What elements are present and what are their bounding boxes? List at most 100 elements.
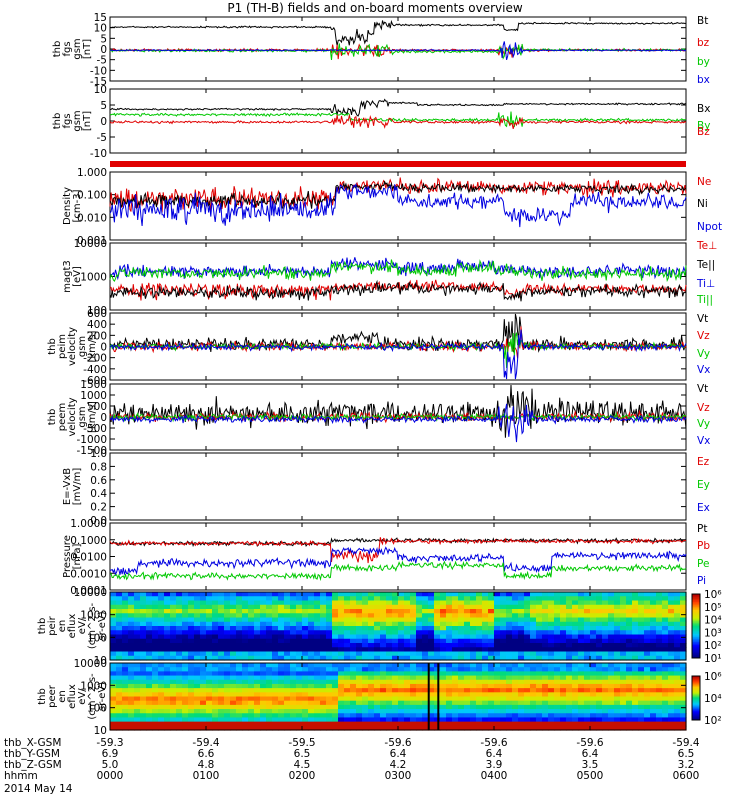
spectrogram-cell <box>494 604 501 610</box>
spectrogram-cell <box>128 717 135 723</box>
spectrogram-cell <box>506 643 513 648</box>
spectrogram-cell <box>218 592 225 597</box>
spectrogram-cell <box>350 638 357 644</box>
spectrogram-cell <box>314 671 321 677</box>
spectrogram-cell <box>218 667 225 672</box>
spectrogram-cell <box>644 704 651 710</box>
spectrogram-cell <box>386 592 393 597</box>
spectrogram-cell <box>458 704 465 710</box>
spectrogram-cell <box>518 688 525 693</box>
spectrogram-cell <box>296 643 303 648</box>
spectrogram-cell <box>206 604 213 610</box>
spectrogram-cell <box>560 692 567 698</box>
spectrogram-cell <box>422 596 429 602</box>
ytick-label: 0.4 <box>90 488 107 500</box>
spectrogram-cell <box>626 721 633 727</box>
spectrogram-cell <box>278 592 285 597</box>
colorbar-cell <box>692 704 700 707</box>
spectrogram-cell <box>152 675 159 681</box>
spectrogram-cell <box>188 630 195 636</box>
spectrogram-cell <box>446 725 453 731</box>
spectrogram-cell <box>110 626 117 631</box>
spectrogram-cell <box>620 713 627 719</box>
spectrogram-cell <box>632 713 639 719</box>
spectrogram-cell <box>572 621 579 627</box>
spectrogram-cell <box>416 626 423 631</box>
spectrogram-cell <box>410 643 417 648</box>
spectrogram-cell <box>392 675 399 681</box>
spectrogram-cell <box>470 638 477 644</box>
spectrogram-cell <box>500 621 507 627</box>
spectrogram-cell <box>170 617 177 623</box>
spectrogram-cell <box>260 617 267 623</box>
spectrogram-cell <box>182 663 189 668</box>
spectrogram-cell <box>488 696 495 702</box>
spectrogram-cell <box>452 725 459 731</box>
spectrogram-cell <box>278 700 285 706</box>
spectrogram-cell <box>116 725 123 731</box>
spectrogram-cell <box>620 600 627 606</box>
spectrogram-cell <box>494 663 501 668</box>
spectrogram-cell <box>386 700 393 706</box>
spectrogram-cell <box>680 643 687 648</box>
spectrogram-cell <box>386 655 393 661</box>
spectrogram-cell <box>338 638 345 644</box>
spectrogram-cell <box>338 596 345 602</box>
spectrogram-cell <box>170 683 177 689</box>
spectrogram-cell <box>338 617 345 623</box>
spectrogram-cell <box>188 613 195 619</box>
spectrogram-cell <box>386 600 393 606</box>
ylabel-line: eV/ <box>77 688 88 705</box>
spectrogram-cell <box>452 692 459 698</box>
spectrogram-cell <box>356 717 363 723</box>
spectrogram-cell <box>272 696 279 702</box>
spectrogram-cell <box>176 667 183 672</box>
spectrogram-cell <box>410 600 417 606</box>
spectrogram-cell <box>254 592 261 597</box>
spectrogram-cell <box>416 643 423 648</box>
spectrogram-cell <box>326 647 333 653</box>
spectrogram-cell <box>554 704 561 710</box>
spectrogram-cell <box>428 609 435 614</box>
spectrogram-cell <box>188 655 195 661</box>
spectrogram-cell <box>482 600 489 606</box>
spectrogram-cell <box>440 679 447 685</box>
spectrogram-cell <box>650 713 657 719</box>
legend-Ne: Ne <box>697 176 711 188</box>
spectrogram-cell <box>368 621 375 627</box>
spectrogram-cell <box>122 647 129 653</box>
spectrogram-cell <box>422 721 429 727</box>
spectrogram-cell <box>314 655 321 661</box>
colorbar-tick-label: 10⁶ <box>704 671 722 683</box>
spectrogram-cell <box>242 613 249 619</box>
spectrogram-cell <box>152 696 159 702</box>
spectrogram-cell <box>116 717 123 723</box>
spectrogram-cell <box>188 709 195 714</box>
spectrogram-cell <box>392 592 399 597</box>
spectrogram-cell <box>506 709 513 714</box>
spectrogram-cell <box>656 663 663 668</box>
spectrogram-cell <box>440 613 447 619</box>
spectrogram-cell <box>626 609 633 614</box>
spectrogram-cell <box>194 630 201 636</box>
spectrogram-cell <box>488 675 495 681</box>
spectrogram-cell <box>230 675 237 681</box>
spectrogram-cell <box>266 609 273 614</box>
spectrogram-cell <box>494 679 501 685</box>
colorbar-cell <box>692 680 700 682</box>
spectrogram-cell <box>152 700 159 706</box>
spectrogram-cell <box>236 725 243 731</box>
spectrogram-cell <box>212 700 219 706</box>
spectrogram-cell <box>314 630 321 636</box>
spectrogram-cell <box>512 683 519 689</box>
spectrogram-cell <box>284 700 291 706</box>
spectrogram-cell <box>518 592 525 597</box>
spectrogram-cell <box>584 621 591 627</box>
spectrogram-cell <box>146 655 153 661</box>
spectrogram-cell <box>134 717 141 723</box>
spectrogram-cell <box>542 692 549 698</box>
spectrogram-cell <box>566 630 573 636</box>
spectrogram-cell <box>464 617 471 623</box>
spectrogram-cell <box>206 651 213 657</box>
spectrogram-cell <box>296 725 303 731</box>
